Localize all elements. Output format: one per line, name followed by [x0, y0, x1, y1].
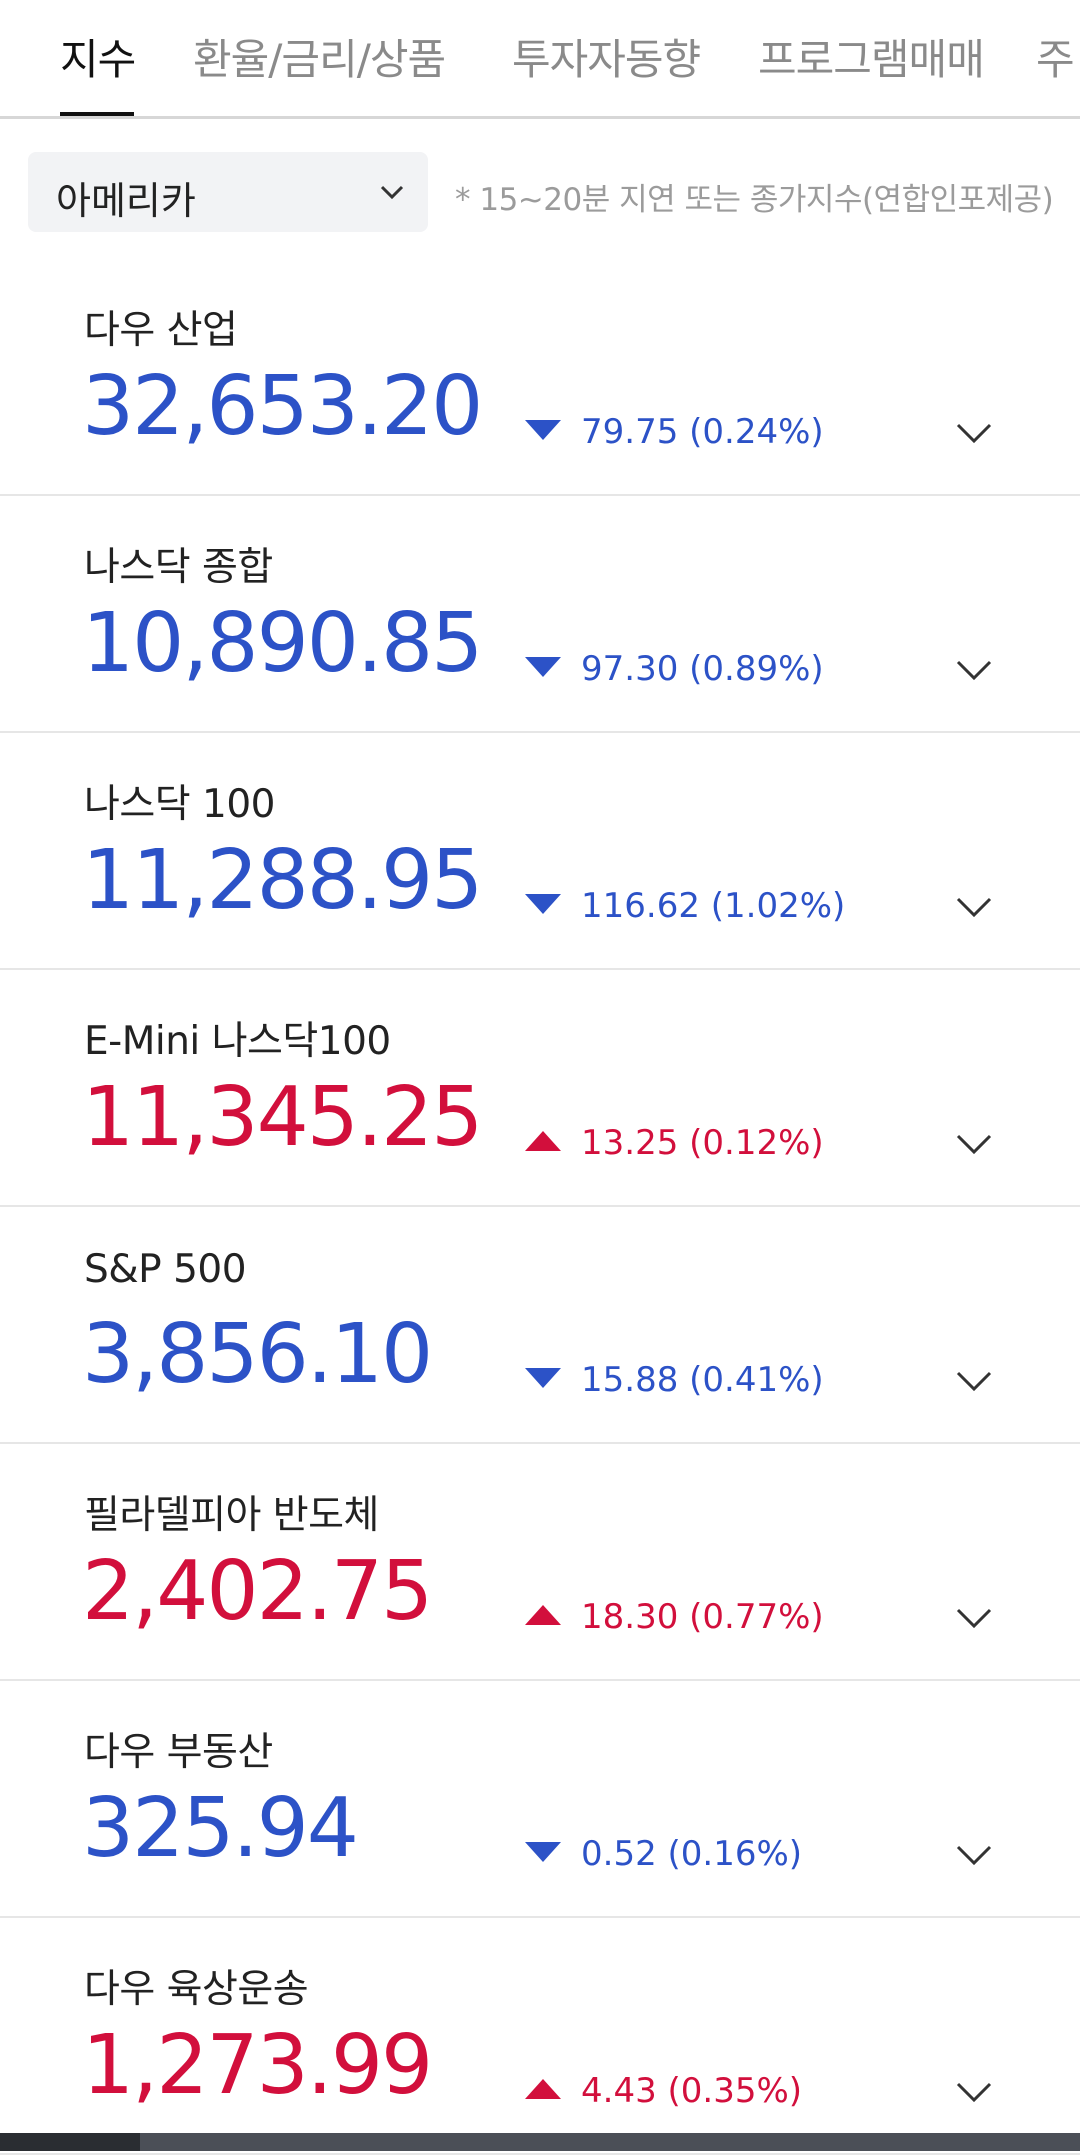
expand-chevron-icon[interactable] — [954, 1124, 994, 1164]
chevron-down-icon — [378, 178, 406, 210]
triangle-down-icon — [525, 1840, 561, 1868]
triangle-up-icon — [525, 1129, 561, 1157]
change-text: 116.62 (1.02%) — [581, 886, 846, 926]
expand-chevron-icon[interactable] — [954, 1835, 994, 1875]
tab-fx-rates-commodities[interactable]: 환율/금리/상품 — [193, 35, 446, 84]
change-text: 15.88 (0.41%) — [581, 1360, 824, 1400]
index-row[interactable]: 나스닥 종합 10,890.85 97.30 (0.89%) — [0, 496, 1080, 733]
delay-note: * 15~20분 지연 또는 종가지수(연합인포제공) — [455, 182, 1054, 218]
change-text: 97.30 (0.89%) — [581, 649, 824, 689]
index-name: 필라델피아 반도체 — [84, 1493, 379, 1538]
tab-index[interactable]: 지수 — [60, 35, 136, 84]
triangle-up-icon — [525, 2077, 561, 2105]
index-change: 79.75 (0.24%) — [525, 407, 824, 457]
triangle-down-icon — [525, 1366, 561, 1394]
expand-chevron-icon[interactable] — [954, 1361, 994, 1401]
change-text: 18.30 (0.77%) — [581, 1597, 824, 1637]
index-value: 10,890.85 — [82, 596, 483, 691]
triangle-down-icon — [525, 892, 561, 920]
expand-chevron-icon[interactable] — [954, 1598, 994, 1638]
tab-bar: 지수 환율/금리/상품 투자자동향 프로그램매매 주 — [0, 0, 1080, 119]
change-text: 4.43 (0.35%) — [581, 2071, 803, 2111]
index-row[interactable]: 다우 부동산 325.94 0.52 (0.16%) — [0, 1681, 1080, 1918]
expand-chevron-icon[interactable] — [954, 2072, 994, 2112]
index-value: 11,288.95 — [82, 833, 483, 928]
index-change: 13.25 (0.12%) — [525, 1118, 824, 1168]
index-list: 다우 산업 32,653.20 79.75 (0.24%) 나스닥 종합 10,… — [0, 259, 1080, 2155]
index-row[interactable]: 다우 산업 32,653.20 79.75 (0.24%) — [0, 259, 1080, 496]
index-name: E-Mini 나스닥100 — [84, 1019, 391, 1064]
triangle-up-icon — [525, 1603, 561, 1631]
index-value: 32,653.20 — [82, 359, 483, 454]
change-text: 79.75 (0.24%) — [581, 412, 824, 452]
filter-row: 아메리카 * 15~20분 지연 또는 종가지수(연합인포제공) — [0, 119, 1080, 244]
change-text: 0.52 (0.16%) — [581, 1834, 803, 1874]
index-value: 3,856.10 — [82, 1307, 433, 1402]
expand-chevron-icon[interactable] — [954, 650, 994, 690]
triangle-down-icon — [525, 655, 561, 683]
index-row[interactable]: 다우 육상운송 1,273.99 4.43 (0.35%) — [0, 1918, 1080, 2155]
index-value: 325.94 — [82, 1781, 359, 1876]
tab-investor-trend[interactable]: 투자자동향 — [512, 35, 701, 84]
triangle-down-icon — [525, 418, 561, 446]
index-change: 116.62 (1.02%) — [525, 881, 845, 931]
index-value: 11,345.25 — [82, 1070, 483, 1165]
bottom-scrollbar — [0, 2133, 1080, 2151]
tab-program-trading[interactable]: 프로그램매매 — [758, 35, 985, 84]
expand-chevron-icon[interactable] — [954, 413, 994, 453]
index-name: 다우 부동산 — [84, 1730, 273, 1775]
index-name: 나스닥 100 — [84, 782, 275, 827]
index-name: S&P 500 — [84, 1247, 247, 1292]
index-change: 97.30 (0.89%) — [525, 644, 824, 694]
region-select-value: 아메리카 — [56, 179, 196, 223]
index-row[interactable]: 나스닥 100 11,288.95 116.62 (1.02%) — [0, 733, 1080, 970]
index-value: 1,273.99 — [82, 2018, 433, 2113]
index-name: 다우 산업 — [84, 308, 238, 353]
index-row[interactable]: S&P 500 3,856.10 15.88 (0.41%) — [0, 1207, 1080, 1444]
index-change: 18.30 (0.77%) — [525, 1592, 824, 1642]
expand-chevron-icon[interactable] — [954, 887, 994, 927]
index-row[interactable]: 필라델피아 반도체 2,402.75 18.30 (0.77%) — [0, 1444, 1080, 1681]
change-text: 13.25 (0.12%) — [581, 1123, 824, 1163]
index-row[interactable]: E-Mini 나스닥100 11,345.25 13.25 (0.12%) — [0, 970, 1080, 1207]
tab-more[interactable]: 주 — [1036, 35, 1075, 84]
active-tab-indicator — [60, 112, 134, 116]
index-change: 4.43 (0.35%) — [525, 2066, 802, 2116]
index-name: 다우 육상운송 — [84, 1967, 309, 2012]
index-change: 0.52 (0.16%) — [525, 1829, 802, 1879]
region-select[interactable]: 아메리카 — [28, 152, 428, 232]
index-name: 나스닥 종합 — [84, 545, 273, 590]
index-change: 15.88 (0.41%) — [525, 1355, 824, 1405]
scroll-thumb[interactable] — [0, 2133, 140, 2151]
index-value: 2,402.75 — [82, 1544, 433, 1639]
